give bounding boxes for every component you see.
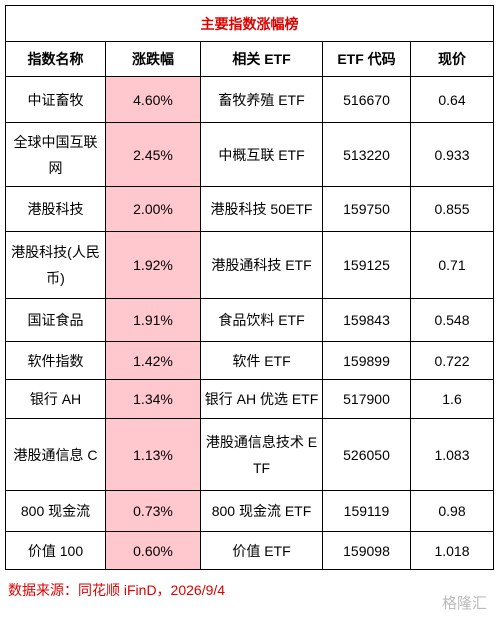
table-cell: 2.45% [105, 122, 201, 187]
table-cell: 0.548 [410, 298, 494, 342]
table-cell: 517900 [322, 379, 411, 419]
table-row: 软件指数 1.42% 软件 ETF 159899 0.722 [5, 341, 494, 380]
table-cell: 1.6 [410, 379, 494, 419]
table-cell: 0.98 [410, 490, 494, 532]
table-cell: 价值 100 [5, 531, 106, 570]
header-row: 指数名称 涨跌幅 相关 ETF ETF 代码 现价 [5, 41, 494, 77]
table-cell: 159750 [322, 186, 411, 232]
table-cell: 食品饮料 ETF [200, 298, 323, 342]
table-cell: 159843 [322, 298, 411, 342]
header-cell: 现价 [410, 41, 494, 77]
table-cell: 4.60% [105, 76, 201, 123]
table-cell: 800 现金流 [5, 490, 106, 532]
table-cell: 软件 ETF [200, 341, 323, 380]
table-cell: 159899 [322, 341, 411, 380]
table-cell: 0.64 [410, 76, 494, 123]
table-cell: 1.018 [410, 531, 494, 570]
table-cell: 159098 [322, 531, 411, 570]
header-cell: 涨跌幅 [105, 41, 201, 77]
table-cell: 全球中国互联网 [5, 122, 106, 187]
table-cell: 2.00% [105, 186, 201, 232]
table-cell: 软件指数 [5, 341, 106, 380]
index-table: 主要指数涨幅榜 指数名称 涨跌幅 相关 ETF ETF 代码 现价 中证畜牧 4.60% 畜… [5, 5, 494, 570]
header-cell: 指数名称 [5, 41, 106, 77]
table-cell: 1.34% [105, 379, 201, 419]
source-note: 数据来源：同花顺 iFinD，2026/9/4 [8, 582, 226, 598]
table-cell: 港股科技(人民币) [5, 231, 106, 299]
table-cell: 159119 [322, 490, 411, 532]
table-cell: 1.083 [410, 418, 494, 491]
header-cell: 相关 ETF [200, 41, 323, 77]
table-row: 全球中国互联网 2.45% 中概互联 ETF 513220 0.933 [5, 122, 494, 187]
table-cell: 港股通科技 ETF [200, 231, 323, 299]
table-row: 价值 100 0.60% 价值 ETF 159098 1.018 [5, 531, 494, 570]
table-cell: 1.13% [105, 418, 201, 491]
table-cell: 中证畜牧 [5, 76, 106, 123]
table-cell: 0.855 [410, 186, 494, 232]
table-cell: 516670 [322, 76, 411, 123]
table-cell: 中概互联 ETF [200, 122, 323, 187]
table-cell: 1.92% [105, 231, 201, 299]
table-cell: 800 现金流 ETF [200, 490, 323, 532]
table-cell: 畜牧养殖 ETF [200, 76, 323, 123]
table-cell: 159125 [322, 231, 411, 299]
table-cell: 港股通信息技术 ETF [200, 418, 323, 491]
table-cell: 0.71 [410, 231, 494, 299]
table-row: 港股通信息 C 1.13% 港股通信息技术 ETF 526050 1.083 [5, 418, 494, 491]
table-cell: 1.91% [105, 298, 201, 342]
table-row: 银行 AH 1.34% 银行 AH 优选 ETF 517900 1.6 [5, 379, 494, 419]
table-row: 800 现金流 0.73% 800 现金流 ETF 159119 0.98 [5, 490, 494, 532]
table-cell: 0.722 [410, 341, 494, 380]
table-title: 主要指数涨幅榜 [5, 5, 494, 42]
table-cell: 港股通信息 C [5, 418, 106, 491]
table-cell: 银行 AH [5, 379, 106, 419]
table-cell: 0.60% [105, 531, 201, 570]
table-body: 主要指数涨幅榜 指数名称 涨跌幅 相关 ETF ETF 代码 现价 中证畜牧 4.60% 畜… [5, 5, 494, 570]
header-cell: ETF 代码 [322, 41, 411, 77]
table-cell: 银行 AH 优选 ETF [200, 379, 323, 419]
table-row: 港股科技(人民币) 1.92% 港股通科技 ETF 159125 0.71 [5, 231, 494, 299]
table-cell: 港股科技 [5, 186, 106, 232]
table-cell: 国证食品 [5, 298, 106, 342]
table-cell: 价值 ETF [200, 531, 323, 570]
table-cell: 1.42% [105, 341, 201, 380]
watermark: 格隆汇 [441, 595, 487, 612]
table-cell: 港股科技 50ETF [200, 186, 323, 232]
table-cell: 513220 [322, 122, 411, 187]
table-cell: 0.73% [105, 490, 201, 532]
table-row: 中证畜牧 4.60% 畜牧养殖 ETF 516670 0.64 [5, 76, 494, 123]
table-row: 国证食品 1.91% 食品饮料 ETF 159843 0.548 [5, 298, 494, 342]
table-cell: 0.933 [410, 122, 494, 187]
title-row: 主要指数涨幅榜 [5, 5, 494, 42]
table-row: 港股科技 2.00% 港股科技 50ETF 159750 0.855 [5, 186, 494, 232]
table-cell: 526050 [322, 418, 411, 491]
